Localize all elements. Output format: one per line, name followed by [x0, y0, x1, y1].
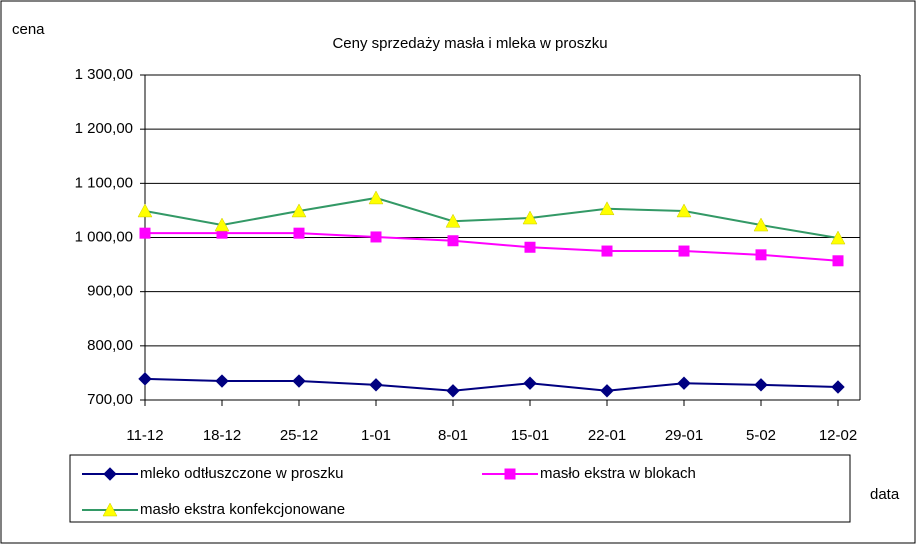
x-tick-label: 18-12: [203, 427, 241, 444]
data-point: [446, 384, 460, 398]
series-line: [145, 232, 839, 262]
data-point: [291, 203, 307, 218]
series-line: [144, 377, 839, 392]
data-point: [599, 201, 615, 216]
y-tick-label: 1 300,00: [75, 66, 133, 83]
data-point: [601, 245, 613, 257]
x-tick-label: 5-02: [746, 427, 776, 444]
data-point: [522, 210, 538, 225]
data-point: [292, 374, 306, 388]
x-tick-label: 25-12: [280, 427, 318, 444]
legend-marker: [504, 468, 516, 480]
legend-label: masło ekstra w blokach: [540, 465, 696, 482]
x-tick-label: 12-02: [819, 427, 857, 444]
x-tick-label: 1-01: [361, 427, 391, 444]
data-point: [368, 190, 384, 205]
y-axis-label: cena: [12, 21, 45, 38]
data-point: [369, 378, 383, 392]
x-tick-label: 22-01: [588, 427, 626, 444]
data-point: [214, 217, 230, 232]
data-point: [370, 231, 382, 243]
data-point: [137, 203, 153, 218]
data-point: [139, 227, 151, 239]
data-point: [293, 227, 305, 239]
legend-label: masło ekstra konfekcjonowane: [140, 501, 345, 518]
data-point: [831, 380, 845, 394]
y-tick-label: 1 200,00: [75, 120, 133, 137]
data-point: [445, 213, 461, 228]
series-line: [144, 196, 839, 240]
data-point: [753, 217, 769, 232]
data-point: [600, 384, 614, 398]
chart-title: Ceny sprzedaży masła i mleka w proszku: [332, 35, 607, 52]
y-tick-label: 900,00: [87, 283, 133, 300]
data-point: [523, 376, 537, 390]
data-point: [676, 203, 692, 218]
legend-box: [69, 454, 851, 523]
x-tick-label: 11-12: [126, 427, 163, 444]
x-tick-label: 29-01: [665, 427, 703, 444]
data-point: [755, 249, 767, 261]
y-tick-label: 1 000,00: [75, 228, 133, 245]
x-tick-label: 8-01: [438, 427, 468, 444]
y-tick-label: 800,00: [87, 337, 133, 354]
data-point: [832, 255, 844, 267]
data-point: [138, 372, 152, 386]
data-point: [830, 230, 846, 245]
legend-label: mleko odtłuszczone w proszku: [140, 465, 343, 482]
data-point: [677, 376, 691, 390]
y-tick-label: 1 100,00: [75, 174, 133, 191]
data-point: [215, 374, 229, 388]
legend-marker: [102, 502, 118, 517]
x-tick-label: 15-01: [511, 427, 549, 444]
legend-marker: [103, 467, 117, 481]
data-point: [754, 378, 768, 392]
data-point: [524, 241, 536, 253]
data-point: [447, 235, 459, 247]
data-point: [678, 245, 690, 257]
y-tick-label: 700,00: [87, 391, 133, 408]
x-axis-label: data: [870, 486, 900, 503]
